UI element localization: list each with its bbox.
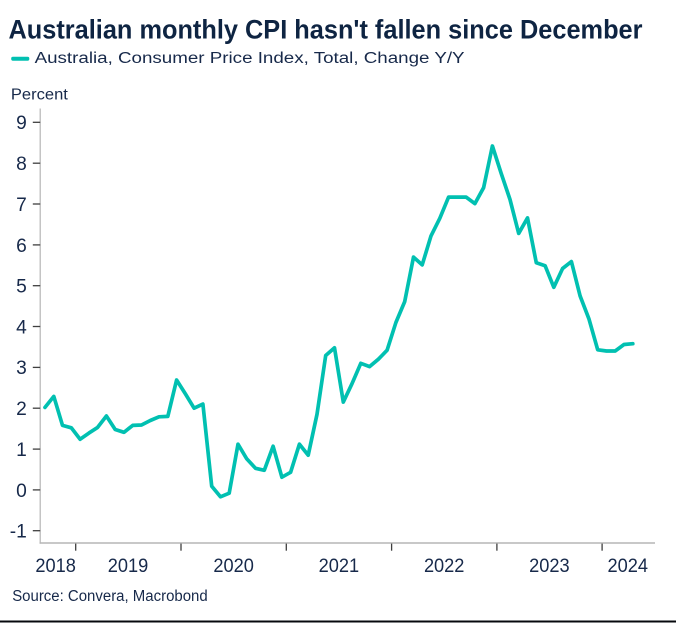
svg-text:8: 8	[16, 154, 27, 175]
svg-text:5: 5	[16, 277, 27, 298]
svg-text:3: 3	[16, 358, 27, 379]
svg-text:2020: 2020	[213, 556, 254, 577]
svg-text:2024: 2024	[608, 556, 649, 577]
svg-text:Source: Convera, Macrobond: Source: Convera, Macrobond	[12, 588, 208, 605]
svg-text:7: 7	[16, 195, 27, 216]
svg-text:2018: 2018	[35, 556, 76, 577]
svg-text:2: 2	[16, 399, 27, 420]
svg-text:2021: 2021	[319, 556, 360, 577]
svg-text:2023: 2023	[529, 556, 570, 577]
svg-text:0: 0	[16, 481, 27, 502]
svg-text:2022: 2022	[424, 556, 465, 577]
svg-text:9: 9	[16, 113, 27, 134]
svg-text:-1: -1	[10, 522, 27, 543]
svg-text:1: 1	[16, 440, 27, 461]
svg-text:4: 4	[16, 317, 27, 338]
svg-text:Australian monthly CPI hasn't: Australian monthly CPI hasn't fallen sin…	[9, 15, 643, 45]
svg-text:Percent: Percent	[11, 86, 69, 103]
svg-text:Australia, Consumer Price Inde: Australia, Consumer Price Index, Total, …	[35, 50, 465, 67]
svg-text:2019: 2019	[108, 556, 149, 577]
svg-text:6: 6	[16, 236, 27, 257]
